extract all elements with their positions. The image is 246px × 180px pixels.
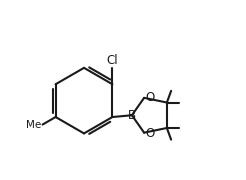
Text: B: B bbox=[128, 109, 136, 122]
Text: Me: Me bbox=[26, 120, 42, 130]
Text: O: O bbox=[145, 91, 154, 104]
Text: O: O bbox=[145, 127, 154, 140]
Text: Cl: Cl bbox=[107, 54, 118, 67]
